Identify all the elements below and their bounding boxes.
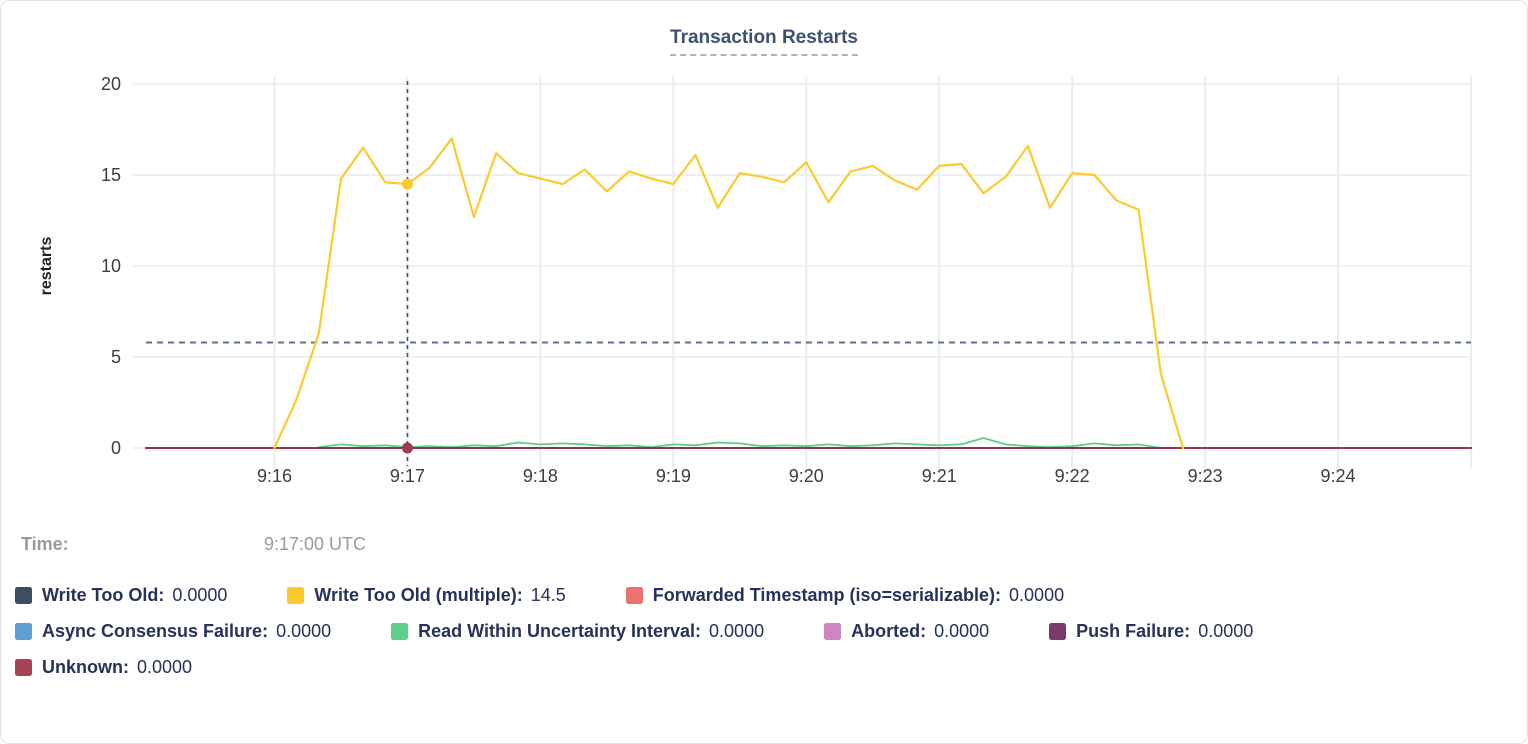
legend-value: 0.0000 — [934, 621, 990, 641]
legend-swatch-aborted — [824, 623, 842, 640]
legend-value: 14.5 — [530, 585, 566, 605]
x-tick-label: 9:16 — [257, 466, 292, 486]
legend-item-async-consensus-failure[interactable]: Async Consensus Failure: 0.0000 — [15, 621, 331, 642]
legend-label: Write Too Old (multiple): — [314, 585, 523, 605]
y-axis-label: restarts — [38, 236, 55, 296]
legend-label: Unknown: — [42, 657, 129, 677]
y-tick-label: 10 — [101, 256, 121, 276]
legend-row: Unknown: 0.0000 — [15, 657, 1517, 678]
x-tick-label: 9:22 — [1055, 466, 1090, 486]
legend-swatch-forwarded-timestamp — [625, 587, 643, 604]
legend-value: 0.0000 — [276, 621, 332, 641]
x-tick-label: 9:20 — [789, 466, 824, 486]
hover-dot-unknown — [401, 442, 413, 454]
legend-item-push-failure[interactable]: Push Failure: 0.0000 — [1049, 621, 1253, 642]
legend-label: Push Failure: — [1076, 621, 1191, 641]
chart-title[interactable]: Transaction Restarts — [670, 27, 858, 56]
series-line-write-too-old-multiple — [273, 137, 1185, 450]
legend-label: Aborted: — [851, 621, 927, 641]
legend-swatch-unknown — [15, 659, 32, 676]
legend-row: Async Consensus Failure: 0.0000 Read Withi… — [15, 621, 1517, 642]
legend-row: Write Too Old: 0.0000 Write Too Old (multi… — [15, 585, 1517, 606]
legend-swatch-write-too-old — [15, 587, 32, 604]
x-tick-label: 9:24 — [1321, 466, 1356, 486]
legend-value: 0.0000 — [1198, 621, 1254, 641]
legend-label: Write Too Old: — [42, 585, 165, 605]
legend-label: Async Consensus Failure: — [42, 621, 269, 641]
legend-item-unknown[interactable]: Unknown: 0.0000 — [15, 657, 192, 678]
time-value: 9:17:00 UTC — [264, 534, 367, 554]
legend-value: 0.0000 — [709, 621, 765, 641]
y-tick-label: 5 — [111, 347, 121, 367]
y-tick-label: 0 — [111, 438, 121, 458]
y-tick-label: 20 — [101, 74, 121, 94]
series-line-read-within-uncertainty-interval — [317, 437, 1162, 449]
time-label: Time: — [21, 534, 69, 554]
legend-value: 0.0000 — [172, 585, 228, 605]
legend-label: Read Within Uncertainty Interval: — [418, 621, 702, 641]
legend: Write Too Old: 0.0000 Write Too Old (multi… — [15, 585, 1517, 693]
legend-value: 0.0000 — [137, 657, 193, 677]
time-row: Time: 9:17:00 UTC — [21, 534, 366, 555]
legend-item-write-too-old[interactable]: Write Too Old: 0.0000 — [15, 585, 227, 606]
x-tick-label: 9:23 — [1188, 466, 1223, 486]
hover-dot-write-too-old-multiple — [401, 178, 413, 190]
legend-label: Forwarded Timestamp (iso=serializable): — [652, 585, 1002, 605]
y-tick-label: 15 — [101, 165, 121, 185]
x-tick-label: 9:17 — [390, 466, 425, 486]
legend-swatch-push-failure — [1049, 623, 1067, 640]
legend-item-write-too-old-multiple[interactable]: Write Too Old (multiple): 14.5 — [287, 585, 566, 606]
chart-title-wrap: Transaction Restarts — [1, 27, 1527, 56]
legend-swatch-write-too-old-multiple — [287, 587, 305, 604]
legend-item-aborted[interactable]: Aborted: 0.0000 — [824, 621, 989, 642]
legend-value: 0.0000 — [1009, 585, 1065, 605]
legend-item-read-within-uncertainty-interval[interactable]: Read Within Uncertainty Interval: 0.0000 — [391, 621, 764, 642]
legend-item-forwarded-timestamp[interactable]: Forwarded Timestamp (iso=serializable): 0… — [625, 585, 1065, 606]
legend-swatch-async-consensus-failure — [15, 623, 32, 640]
chart-plot-area[interactable]: 0 5 10 15 20 9:16 9:17 9:18 9:19 9:20 9:21 9:22 9:23… — [1, 1, 1528, 511]
legend-swatch-read-within-uncertainty-interval — [391, 623, 409, 640]
x-tick-label: 9:21 — [922, 466, 957, 486]
x-tick-label: 9:19 — [656, 466, 691, 486]
x-tick-label: 9:18 — [523, 466, 558, 486]
